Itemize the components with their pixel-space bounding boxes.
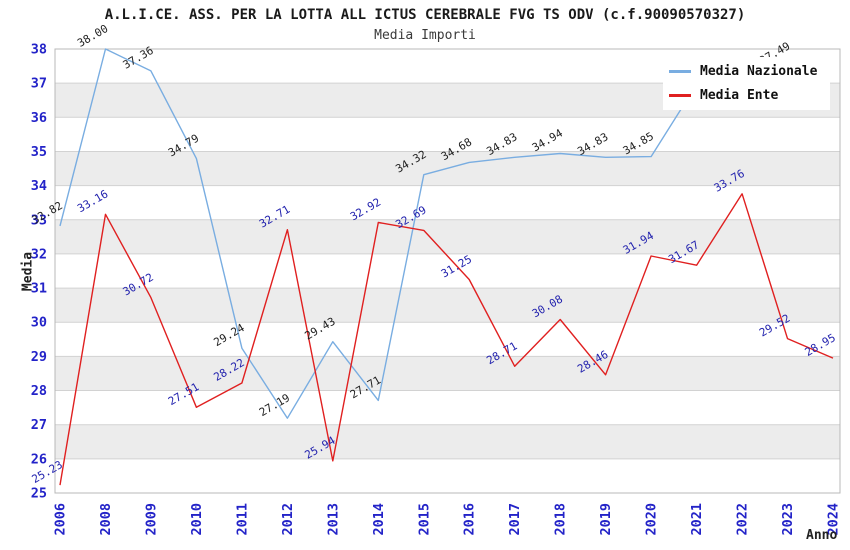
series-line-media-nazionale — [59, 48, 788, 419]
x-tick-label: 2013 — [325, 503, 341, 536]
plot-border — [54, 48, 841, 494]
point-label: 27.19 — [257, 391, 292, 419]
point-label: 38.00 — [75, 22, 110, 50]
y-tick-label: 37 — [31, 76, 47, 92]
point-label: 33.16 — [75, 187, 110, 215]
x-tick-label: 2020 — [644, 503, 660, 536]
x-tick-label: 2010 — [189, 503, 205, 536]
x-tick-label: 2012 — [280, 503, 296, 536]
x-tick-label: 2014 — [371, 503, 387, 536]
x-tick-label: 2017 — [507, 503, 523, 536]
y-tick-label: 38 — [31, 42, 47, 58]
x-tick-label: 2008 — [98, 503, 114, 536]
point-label: 32.92 — [348, 196, 383, 224]
y-tick-label: 35 — [31, 144, 47, 160]
chart-subtitle: Media Importi — [374, 28, 476, 43]
legend-label: Media Ente — [700, 88, 779, 103]
y-tick-label: 31 — [31, 281, 47, 297]
y-tick-label: 25 — [31, 486, 47, 502]
y-tick-label: 33 — [31, 212, 47, 228]
legend-line-swatch — [669, 94, 691, 97]
y-tick-label: 28 — [31, 383, 47, 399]
point-label: 37.36 — [121, 44, 156, 72]
background-band — [55, 356, 840, 391]
x-tick-label: 2024 — [826, 503, 842, 536]
point-label: 31.25 — [439, 253, 474, 281]
y-tick-label: 36 — [31, 110, 47, 126]
chart-title: A.L.I.CE. ASS. PER LA LOTTA ALL ICTUS CE… — [104, 7, 746, 23]
legend-item-media-nazionale: Media Nazionale — [669, 64, 822, 79]
y-tick-label: 29 — [31, 349, 47, 365]
x-tick-label: 2018 — [553, 503, 569, 536]
x-tick-label: 2006 — [53, 503, 69, 536]
x-tick-label: 2009 — [143, 503, 159, 536]
x-tick-label: 2019 — [598, 503, 614, 536]
background-band — [55, 424, 840, 459]
legend: Media Nazionale Media Ente — [663, 57, 830, 110]
y-tick-label: 34 — [31, 178, 47, 194]
legend-line-swatch — [669, 70, 691, 73]
series-line-media-ente — [59, 193, 834, 486]
x-tick-label: 2016 — [462, 503, 478, 536]
y-tick-label: 26 — [31, 451, 47, 467]
y-tick-label: 27 — [31, 417, 47, 433]
x-tick-label: 2023 — [780, 503, 796, 536]
y-tick-label: 30 — [31, 315, 47, 331]
x-tick-label: 2022 — [735, 503, 751, 536]
point-label: 28.95 — [803, 331, 838, 359]
x-tick-label: 2011 — [234, 503, 250, 536]
background-band — [55, 219, 840, 254]
legend-label: Media Nazionale — [700, 64, 818, 79]
x-tick-label: 2021 — [689, 503, 705, 536]
legend-item-media-ente: Media Ente — [669, 88, 822, 103]
point-label: 34.94 — [530, 126, 566, 154]
x-tick-label: 2015 — [416, 503, 432, 536]
x-axis-label: Anno — [806, 528, 838, 543]
y-tick-label: 32 — [31, 246, 47, 262]
background-band — [55, 288, 840, 323]
